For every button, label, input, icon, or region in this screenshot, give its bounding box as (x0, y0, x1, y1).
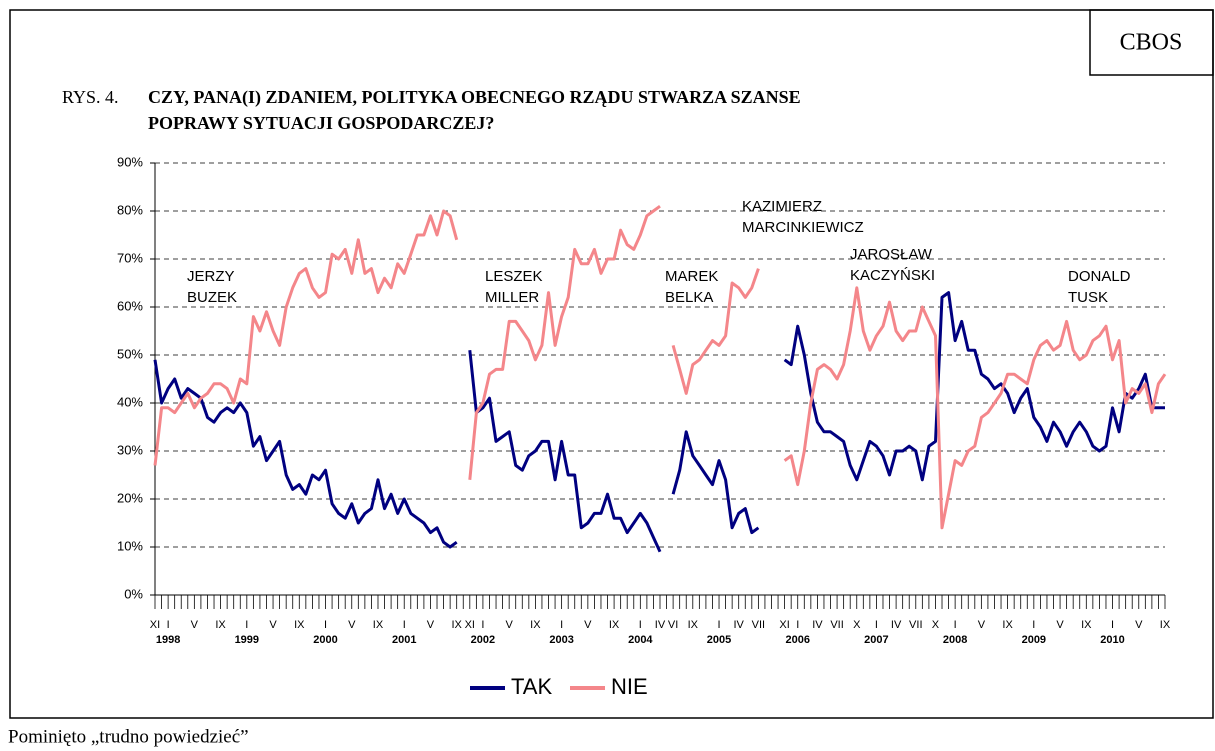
annotation: MAREK (665, 268, 718, 285)
annotation: JAROSŁAW (850, 246, 933, 263)
x-tick-label: IX (688, 619, 699, 631)
x-tick-label: I (560, 619, 563, 631)
year-label: 1999 (235, 634, 259, 646)
x-tick-label: IV (655, 619, 666, 631)
y-tick-label: 30% (117, 442, 143, 457)
x-tick-label: I (639, 619, 642, 631)
x-tick-label: XI (150, 619, 160, 631)
chart-title: POPRAWY SYTUACJI GOSPODARCZEJ? (148, 113, 494, 133)
y-tick-label: 40% (117, 394, 143, 409)
y-tick-label: 0% (124, 586, 143, 601)
x-tick-label: VII (909, 619, 922, 631)
x-tick-label: I (403, 619, 406, 631)
annotation: BUZEK (187, 289, 237, 306)
x-tick-label: V (978, 619, 986, 631)
x-tick-label: V (584, 619, 592, 631)
legend-label: NIE (611, 674, 648, 699)
x-tick-label: I (717, 619, 720, 631)
x-tick-label: IX (451, 619, 462, 631)
y-tick-label: 20% (117, 490, 143, 505)
y-tick-label: 50% (117, 346, 143, 361)
x-tick-label: V (1135, 619, 1143, 631)
badge: CBOS (1120, 30, 1183, 56)
year-label: 2000 (313, 634, 337, 646)
x-tick-label: I (954, 619, 957, 631)
x-tick-label: I (324, 619, 327, 631)
x-tick-label: IX (609, 619, 620, 631)
line-tak (153, 291, 1165, 553)
x-tick-label: V (505, 619, 513, 631)
y-tick-label: 90% (117, 154, 143, 169)
x-tick-label: IX (1160, 619, 1171, 631)
x-tick-label: I (875, 619, 878, 631)
x-tick-label: VII (830, 619, 843, 631)
x-tick-label: IV (891, 619, 902, 631)
x-tick-label: V (191, 619, 199, 631)
footnote: Pominięto „trudno powiedzieć” (8, 726, 249, 747)
annotation: MARCINKIEWICZ (742, 219, 864, 236)
annotation: JERZY (187, 268, 235, 285)
annotation: LESZEK (485, 268, 543, 285)
year-label: 2002 (471, 634, 495, 646)
year-label: 2006 (785, 634, 809, 646)
x-tick-label: IX (373, 619, 384, 631)
x-tick-label: IX (294, 619, 305, 631)
x-tick-label: VI (668, 619, 678, 631)
year-label: 2005 (707, 634, 731, 646)
annotation: MILLER (485, 289, 539, 306)
annotation: TUSK (1068, 289, 1108, 306)
x-tick-label: I (796, 619, 799, 631)
x-tick-label: I (481, 619, 484, 631)
x-tick-label: X (932, 619, 940, 631)
x-tick-label: X (853, 619, 861, 631)
y-tick-label: 80% (117, 202, 143, 217)
year-label: 2001 (392, 634, 416, 646)
frame (9, 9, 1214, 719)
legend-label: TAK (511, 674, 552, 699)
x-tick-label: I (245, 619, 248, 631)
year-label: 2007 (864, 634, 888, 646)
x-tick-label: XI (779, 619, 789, 631)
x-tick-label: I (1111, 619, 1114, 631)
badge-box (1089, 9, 1214, 76)
year-label: 2009 (1022, 634, 1046, 646)
year-label: 2008 (943, 634, 967, 646)
x-tick-label: V (427, 619, 435, 631)
annotation: KACZYŃSKI (850, 267, 935, 284)
x-tick-label: IV (733, 619, 744, 631)
annotation: KAZIMIERZ (742, 198, 822, 215)
x-tick-label: V (1056, 619, 1064, 631)
x-tick-label: XI (465, 619, 475, 631)
chart-title: CZY, PANA(I) ZDANIEM, POLITYKA OBECNEGO … (148, 87, 801, 108)
y-tick-label: 10% (117, 538, 143, 553)
x-tick-label: VII (752, 619, 765, 631)
line-nie (153, 204, 1167, 530)
x-tick-label: V (269, 619, 277, 631)
year-label: 1998 (156, 634, 180, 646)
y-tick-label: 60% (117, 298, 143, 313)
x-tick-label: IX (1002, 619, 1013, 631)
x-tick-label: IV (812, 619, 823, 631)
x-tick-label: V (348, 619, 356, 631)
year-label: 2003 (549, 634, 573, 646)
x-tick-label: I (167, 619, 170, 631)
year-label: 2010 (1100, 634, 1124, 646)
annotation: BELKA (665, 289, 713, 306)
x-tick-label: IX (215, 619, 226, 631)
x-tick-label: IX (1081, 619, 1092, 631)
title-prefix: RYS. 4. (62, 87, 119, 107)
y-tick-label: 70% (117, 250, 143, 265)
annotation: DONALD (1068, 268, 1131, 285)
year-label: 2004 (628, 634, 653, 646)
x-tick-label: IX (530, 619, 541, 631)
x-tick-label: I (1032, 619, 1035, 631)
